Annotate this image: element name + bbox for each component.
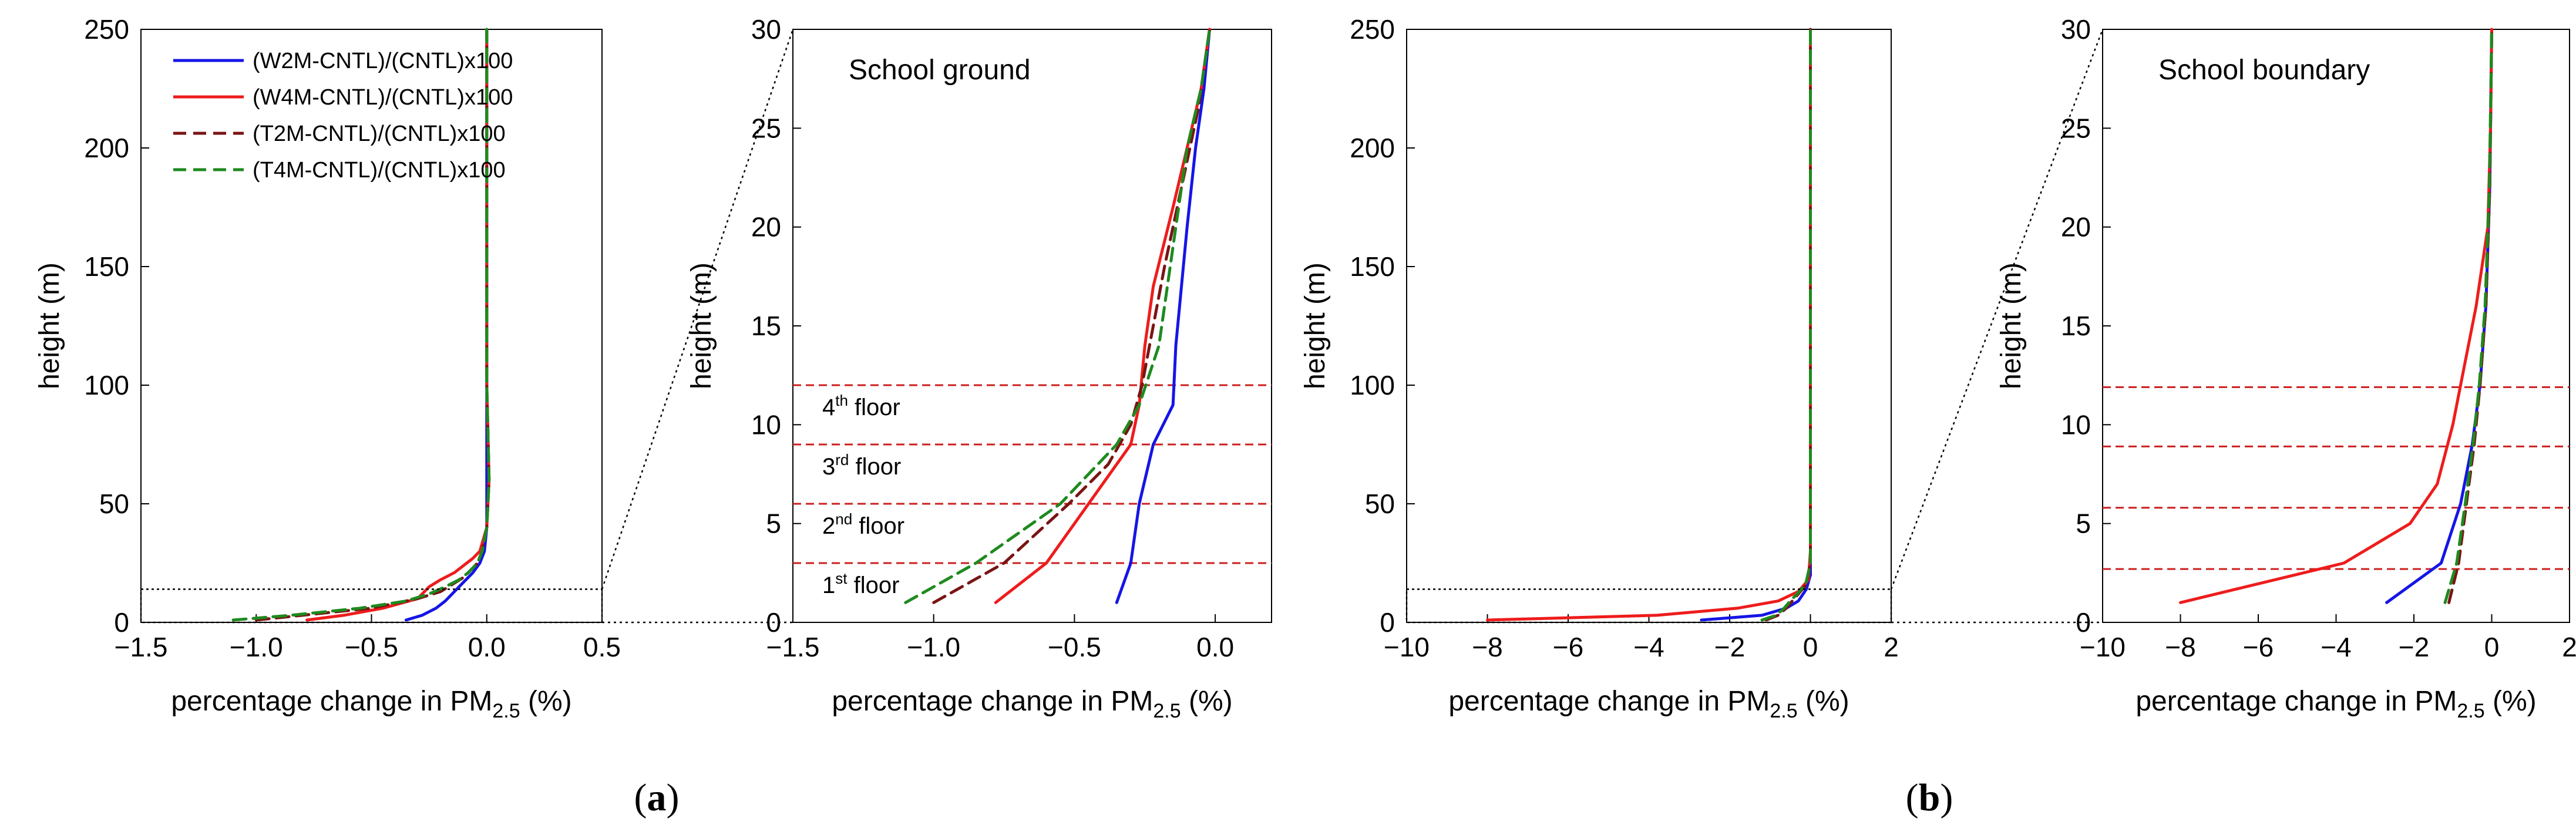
y-tick-label: 100: [1350, 370, 1395, 400]
legend-label: (T2M-CNTL)/(CNTL)x100: [253, 122, 506, 146]
plot-frame: [1406, 29, 1892, 623]
y-tick-label: 25: [2061, 113, 2091, 143]
x-tick-label: −0.5: [345, 632, 398, 662]
panel-p1: −1.5 −1.0 −0.5 0.0 0.5 0 50 100 150 200 250 height …: [34, 14, 621, 722]
x-axis-label: percentage change in PM2.5 (%): [171, 686, 571, 722]
y-tick-label: 20: [751, 212, 781, 242]
y-tick-label: 50: [99, 489, 129, 519]
x-tick-label: −2: [2399, 632, 2429, 662]
series-line: [994, 28, 1211, 604]
x-axis-label: percentage change in PM2.5 (%): [1448, 686, 1849, 722]
x-tick-label: −1.0: [907, 632, 960, 662]
x-axis-label: percentage change in PM2.5 (%): [832, 686, 1232, 722]
y-tick-label: 0: [114, 607, 129, 638]
x-tick-label: −2: [1714, 632, 1745, 662]
panel-annotation: School boundary: [2158, 55, 2370, 86]
legend-label: (W4M-CNTL)/(CNTL)x100: [253, 85, 513, 110]
series-line: [1486, 28, 1812, 622]
x-tick-label: −8: [1472, 632, 1502, 662]
series-line: [231, 28, 491, 622]
y-axis-label: height (m): [686, 262, 717, 389]
x-tick-label: −4: [1633, 632, 1664, 662]
chart-root: −1.5 −1.0 −0.5 0.0 0.5050100150200250height …: [34, 14, 2576, 722]
x-axis-label: percentage change in PM2.5 (%): [2136, 686, 2536, 722]
y-tick-label: 15: [2061, 311, 2091, 341]
y-tick-label: 200: [84, 133, 129, 163]
y-axis-label: height (m): [1996, 262, 2027, 389]
series-line: [904, 28, 1211, 604]
y-tick-label: 200: [1350, 133, 1395, 163]
legend-label: (T4M-CNTL)/(CNTL)x100: [253, 158, 506, 183]
y-tick-label: 15: [751, 311, 781, 341]
x-tick-label: −6: [2243, 632, 2274, 662]
x-tick-label: −1.0: [230, 632, 283, 662]
zoom-box: [140, 588, 603, 624]
y-tick-label: 5: [766, 508, 781, 539]
x-tick-label: −6: [1553, 632, 1583, 662]
floor-label: 1st floor: [822, 570, 899, 598]
x-tick-label: 0.0: [1196, 632, 1234, 662]
x-tick-label: −1.5: [766, 632, 820, 662]
x-tick-label: −10: [1384, 632, 1430, 662]
legend-label: (W2M-CNTL)/(CNTL)x100: [253, 49, 513, 73]
series-line: [2443, 28, 2493, 604]
floor-label: 2nd floor: [822, 510, 904, 539]
floor-label: 3rd floor: [822, 451, 901, 480]
y-tick-label: 10: [751, 409, 781, 440]
y-tick-label: 10: [2061, 409, 2091, 440]
x-tick-label: −1.5: [115, 632, 168, 662]
y-tick-label: 30: [751, 14, 781, 45]
series-line: [1700, 28, 1812, 622]
series-line: [404, 28, 489, 622]
y-axis-label: height (m): [1300, 262, 1331, 389]
series-line: [2385, 28, 2493, 604]
x-tick-label: −10: [2080, 632, 2126, 662]
series-line: [1115, 28, 1211, 604]
y-tick-label: 250: [84, 14, 129, 45]
y-tick-label: 150: [84, 251, 129, 282]
y-tick-label: 100: [84, 370, 129, 400]
x-tick-label: 2: [1884, 632, 1899, 662]
panel-label-a: (a): [634, 776, 680, 819]
series-line: [932, 28, 1211, 604]
y-tick-label: 250: [1350, 14, 1395, 45]
zoom-connector: [601, 29, 794, 590]
plot-frame: [2102, 29, 2570, 623]
x-tick-label: 2: [2562, 632, 2576, 662]
x-tick-label: 0: [2484, 632, 2500, 662]
y-tick-label: 150: [1350, 251, 1395, 282]
legend: (W2M-CNTL)/(CNTL)x100 (W4M-CNTL)/(CNTL)x1…: [173, 49, 513, 183]
series-line: [254, 28, 491, 622]
series-line: [2179, 28, 2493, 604]
x-tick-label: −0.5: [1048, 632, 1101, 662]
x-tick-label: 0.5: [583, 632, 621, 662]
series-line: [1764, 28, 1812, 622]
y-tick-label: 5: [2076, 508, 2091, 539]
x-tick-label: 0: [1803, 632, 1818, 662]
x-tick-label: −4: [2321, 632, 2351, 662]
x-tick-label: −8: [2165, 632, 2195, 662]
y-tick-label: 20: [2061, 212, 2091, 242]
series-line: [305, 28, 491, 622]
y-axis-label: height (m): [34, 262, 65, 389]
series-line: [1760, 28, 1812, 622]
y-tick-label: 0: [1380, 607, 1395, 638]
x-tick-label: 0.0: [468, 632, 506, 662]
floor-label: 4th floor: [822, 392, 900, 420]
panel-label-b: (b): [1906, 776, 1953, 819]
plot-frame: [140, 29, 603, 623]
y-tick-label: 30: [2061, 14, 2091, 45]
panel-p3: −10 −8 −6 −4 −2 0 2 0 50 100 150 200 250 height (m) pe…: [1300, 14, 1899, 722]
y-tick-label: 0: [2076, 607, 2091, 638]
y-tick-label: 50: [1365, 489, 1395, 519]
panel-annotation: School ground: [849, 55, 1031, 86]
